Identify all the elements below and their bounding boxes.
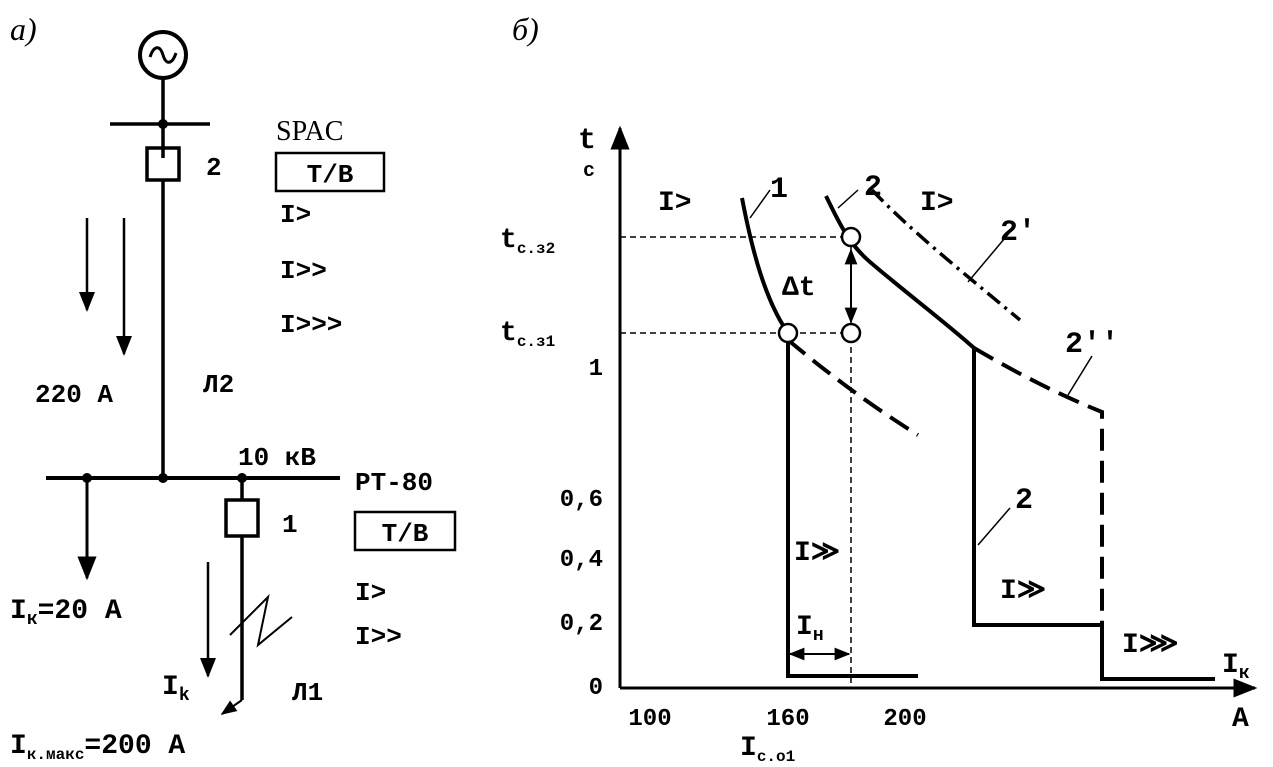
curve-2-prime-leader — [967, 231, 1011, 283]
max-fault-current-label: Iк.макс=200 А — [10, 731, 185, 764]
delta-t-label: Δt — [782, 273, 816, 304]
y-tick-0: 0 — [589, 675, 603, 702]
breaker-2-number: 2 — [206, 153, 222, 183]
panel-b-label: б) — [512, 11, 539, 47]
time-axis-unit: с — [583, 160, 595, 183]
curve-1 — [740, 197, 918, 678]
curve-1-dashed — [786, 338, 920, 437]
x-tick-100: 100 — [628, 706, 671, 733]
curve-2-mid-label: 2 — [1015, 484, 1033, 518]
rt80-tb-box — [353, 510, 457, 552]
line-l1-label: Л1 — [292, 678, 323, 708]
curve-2-prime-stage-label: I> — [920, 188, 954, 219]
spac-stage-2: I>> — [280, 256, 327, 286]
y-tick-02: 0,2 — [560, 611, 603, 638]
spac-tb-box — [274, 151, 386, 193]
line-l2-label: Л2 — [203, 370, 234, 400]
curve-2-double-prime-leader — [1067, 355, 1093, 396]
setting-time-2-label: tс.з2 — [500, 225, 555, 258]
breaker-1-icon — [224, 498, 260, 538]
bus-voltage-label: 10 кВ — [238, 443, 316, 473]
curve-2-prime-label: 2' — [1000, 216, 1036, 250]
curve-2-double-prime — [972, 346, 1104, 679]
curve-2-prime — [870, 188, 1022, 322]
curve-1-stage-label: I> — [658, 188, 692, 219]
bus-node-l2 — [158, 473, 168, 483]
panel-a-scheme: а) 2 Л2 220 А SPAC Т/В I> I>> I>>> 10 кВ — [10, 11, 457, 764]
y-tick-04: 0,4 — [560, 547, 603, 574]
curve-2-leader — [837, 189, 859, 209]
curve-2-double-prime-label: 2'' — [1065, 328, 1119, 362]
panel-a-label: а) — [10, 11, 37, 47]
line-l1-end — [220, 699, 243, 715]
marker-t1-left — [777, 322, 799, 344]
curve-2-stage-3-label: I⋙ — [1122, 630, 1179, 661]
rt80-tb-label: Т/В — [382, 519, 429, 549]
current-axis-label: Iк — [1222, 650, 1250, 684]
curve-1-leader — [749, 189, 771, 219]
pickup-current-label: Iс.о1 — [740, 733, 795, 766]
x-tick-200: 200 — [883, 706, 926, 733]
rt80-stage-1: I> — [355, 578, 386, 608]
panel-b-characteristics: б) t с Iк А 1 0,6 0,4 0,2 0 100 160 200 … — [500, 11, 1258, 766]
spac-stage-3: I>>> — [280, 310, 342, 340]
curve-2-instant-label: I≫ — [1000, 576, 1046, 607]
load-current-label: Iк=20 А — [10, 596, 122, 630]
y-tick-06: 0,6 — [560, 487, 603, 514]
margin-current-label: Iн — [796, 612, 824, 646]
spac-label: SPAC — [276, 116, 343, 147]
curve-1-label: 1 — [770, 173, 788, 207]
generator-icon — [138, 30, 188, 80]
y-tick-1: 1 — [589, 356, 603, 383]
spac-stage-1: I> — [280, 200, 311, 230]
rt80-label: РТ-80 — [355, 468, 433, 498]
spac-tb-label: Т/В — [307, 160, 354, 190]
curve-2-mid-leader — [977, 507, 1011, 546]
curve-1-instant-label: I≫ — [794, 538, 840, 569]
current-axis-unit: А — [1232, 704, 1249, 735]
rt80-stage-2: I>> — [355, 622, 402, 652]
source-bus-node — [158, 119, 168, 129]
helper-lines — [620, 236, 852, 688]
time-axis-label: t — [578, 124, 596, 158]
setting-time-1-label: tс.з1 — [500, 318, 555, 351]
breaker-1-number: 1 — [282, 510, 298, 540]
marker-t2 — [840, 226, 862, 248]
curve-2 — [824, 195, 1215, 681]
fault-current-label: Ik — [162, 672, 190, 706]
current-220-label: 220 А — [35, 380, 113, 410]
fault-zigzag-icon — [229, 593, 293, 648]
marker-t1-right — [840, 322, 862, 344]
x-tick-160: 160 — [766, 706, 809, 733]
